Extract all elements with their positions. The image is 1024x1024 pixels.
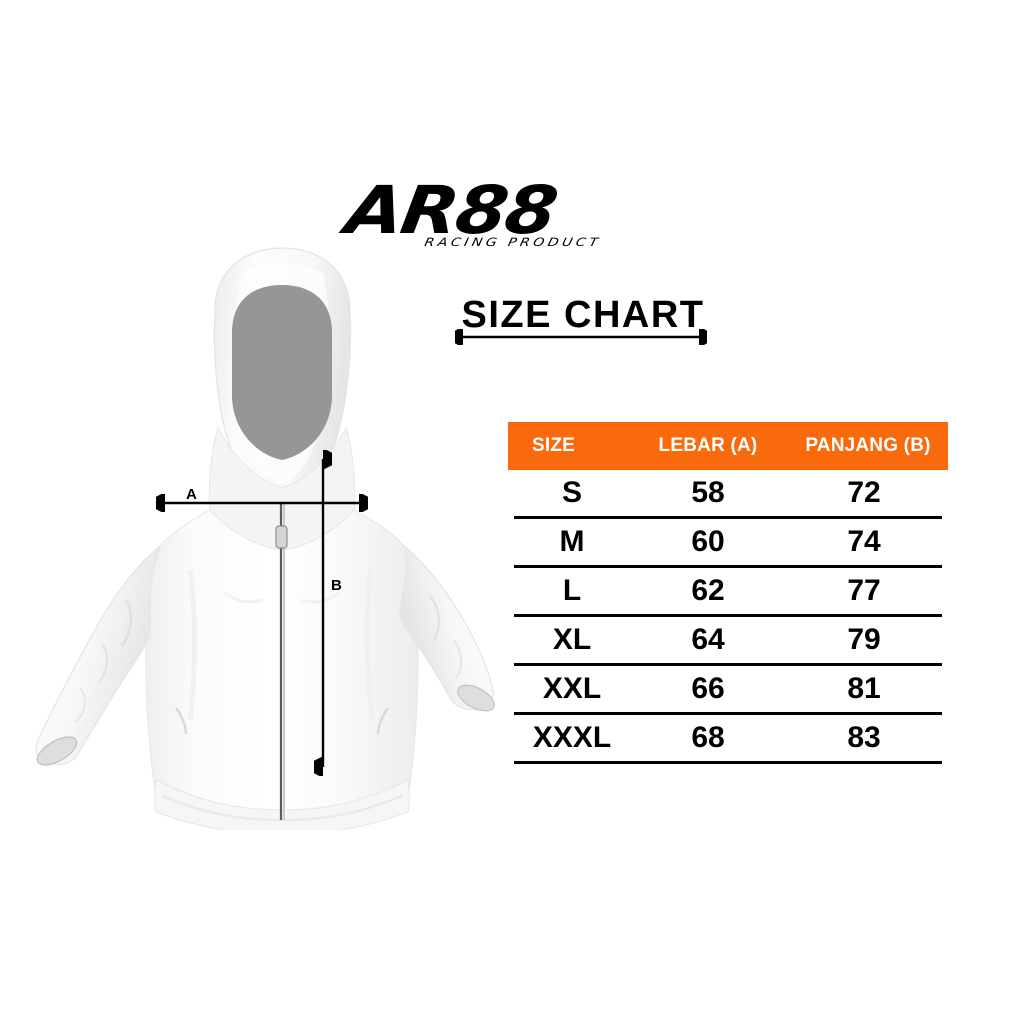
brand-wordmark-text: AR88 [340, 172, 561, 249]
cell-size: M [559, 525, 585, 558]
cell-lebar: 66 [691, 672, 725, 705]
cell-lebar: 68 [691, 721, 725, 754]
cell-size: XL [552, 623, 592, 656]
table-row: S 58 72 [514, 470, 942, 519]
zipper-pull [275, 525, 288, 549]
cell-lebar: 58 [691, 476, 725, 509]
jacket-hem [154, 779, 410, 830]
jacket-right-cuff [457, 684, 495, 712]
table-row: XXL 66 81 [514, 666, 942, 715]
measurement-arrow-width-icon [156, 494, 368, 512]
table-row: XL 64 79 [514, 617, 942, 666]
measurement-label-b: B [331, 577, 342, 594]
size-chart-table: SIZE LEBAR (A) PANJANG (B) S 58 72 M 60 … [508, 422, 948, 764]
cell-size: XXL [542, 672, 602, 705]
jacket-left-pocket [175, 707, 188, 735]
cell-lebar: 60 [691, 525, 725, 558]
jacket-left-sleeve [35, 544, 162, 765]
table-row: XXXL 68 83 [514, 715, 942, 764]
measurement-arrow-length-icon [314, 450, 332, 776]
cell-size: XXXL [532, 721, 612, 754]
table-header-row: SIZE LEBAR (A) PANJANG (B) [508, 422, 948, 470]
cell-panjang: 74 [847, 525, 881, 558]
cell-panjang: 81 [847, 672, 881, 705]
cell-panjang: 83 [847, 721, 881, 754]
cell-panjang: 79 [847, 623, 881, 656]
column-header-lebar: LEBAR (A) [658, 435, 758, 456]
cell-size: L [562, 574, 582, 607]
cell-panjang: 72 [847, 476, 881, 509]
column-header-panjang: PANJANG (B) [805, 435, 931, 456]
table-body: S 58 72 M 60 74 L 62 77 XL 64 79 XXL 66 [508, 470, 948, 764]
page-title: SIZE CHART [461, 294, 705, 336]
jacket-right-pocket [376, 707, 389, 735]
table-row: M 60 74 [514, 519, 942, 568]
cell-panjang: 77 [847, 574, 881, 607]
cell-size: S [561, 476, 582, 509]
cell-lebar: 64 [691, 623, 725, 656]
jacket-illustration [10, 240, 500, 830]
column-header-size: SIZE [532, 435, 576, 456]
title-underline-double-arrow-icon [455, 329, 707, 345]
jacket-left-cuff [36, 736, 78, 766]
table-row: L 62 77 [514, 568, 942, 617]
cell-lebar: 62 [691, 574, 725, 607]
head-silhouette [232, 285, 332, 460]
